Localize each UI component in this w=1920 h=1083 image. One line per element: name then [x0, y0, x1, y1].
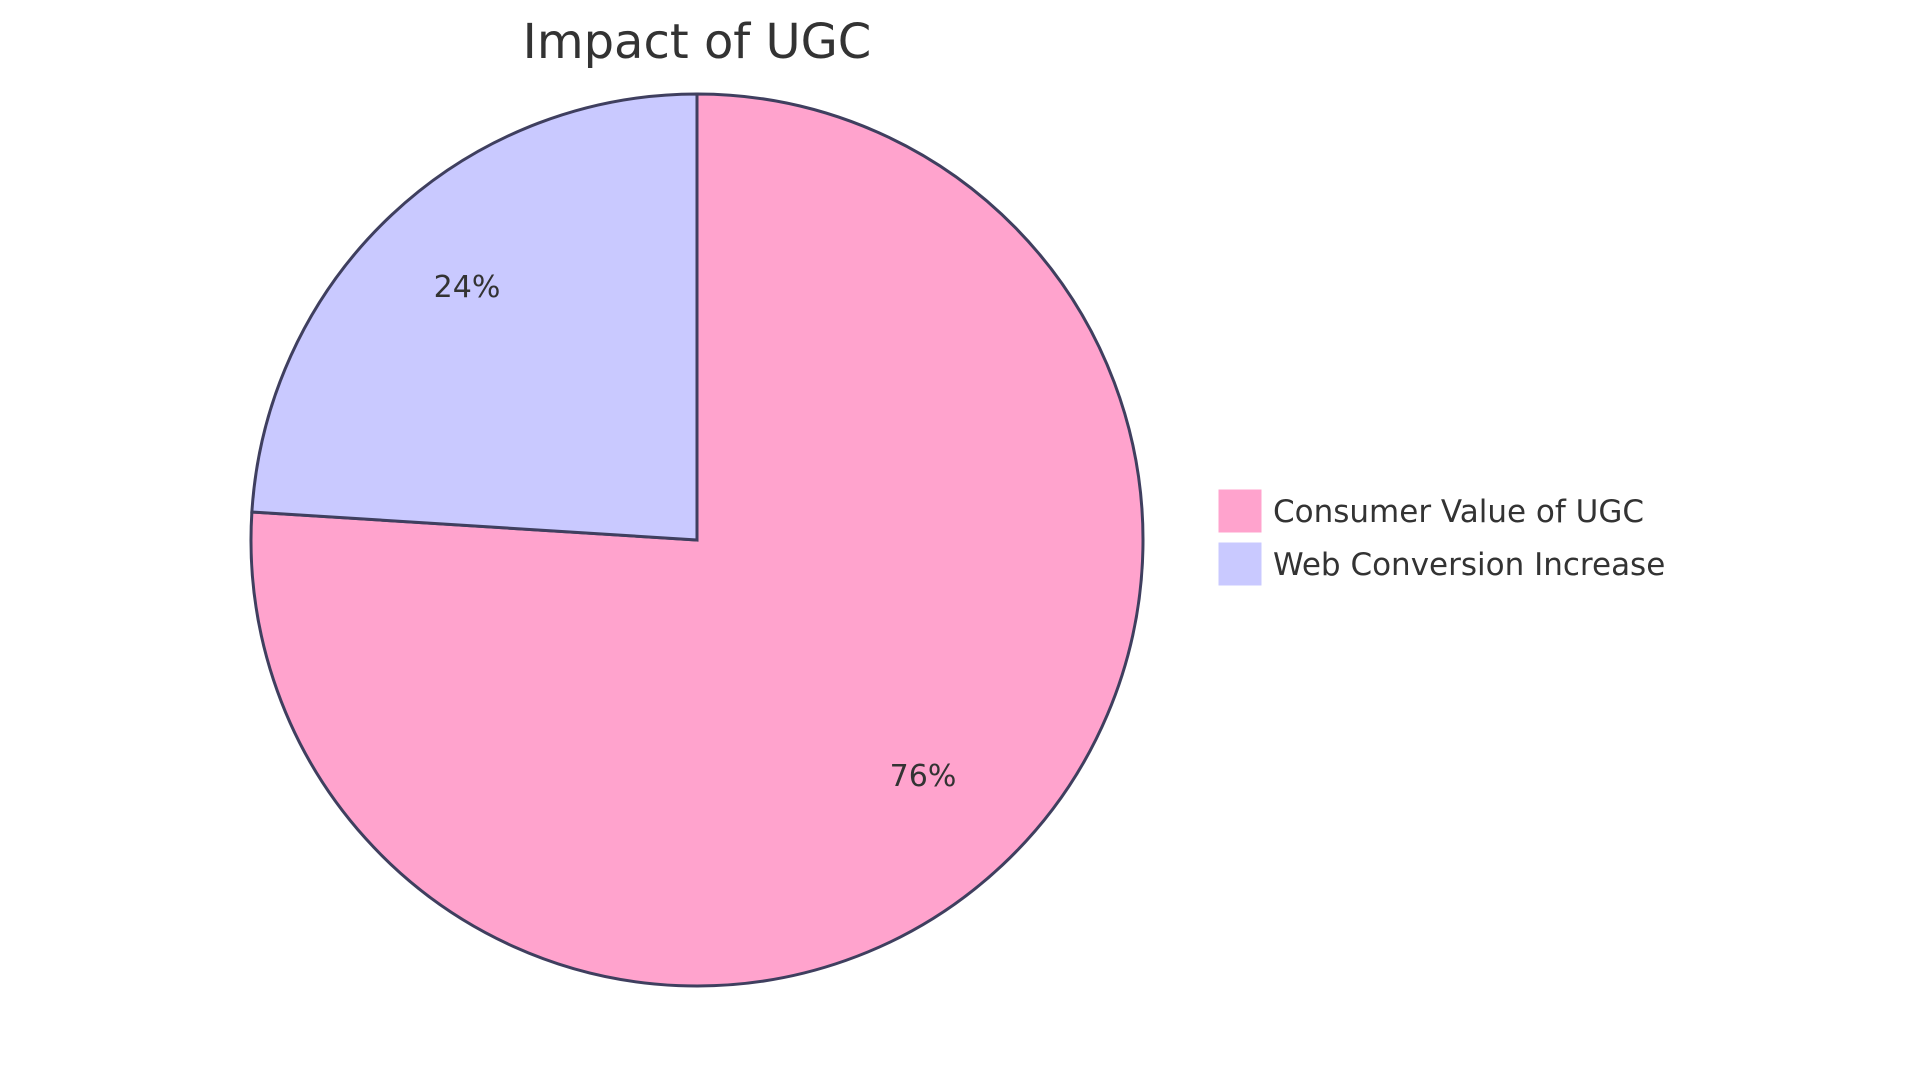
- chart-title: Impact of UGC: [523, 14, 872, 70]
- legend-item-web-conversion[interactable]: Web Conversion Increase: [1217, 541, 1665, 587]
- legend-item-consumer-value[interactable]: Consumer Value of UGC: [1217, 488, 1644, 534]
- legend-label-consumer-value: Consumer Value of UGC: [1273, 494, 1644, 530]
- legend-swatch-consumer-value: [1217, 488, 1263, 534]
- pie-slice-web-conversion[interactable]: [250, 92, 699, 542]
- slice-label-web-conversion: 24%: [434, 270, 501, 305]
- legend: Consumer Value of UGC Web Conversion Inc…: [1217, 488, 1665, 587]
- slice-label-consumer-value: 76%: [890, 759, 957, 794]
- pie: [249, 92, 1145, 988]
- legend-label-web-conversion: Web Conversion Increase: [1273, 547, 1665, 583]
- legend-swatch-web-conversion: [1217, 541, 1263, 587]
